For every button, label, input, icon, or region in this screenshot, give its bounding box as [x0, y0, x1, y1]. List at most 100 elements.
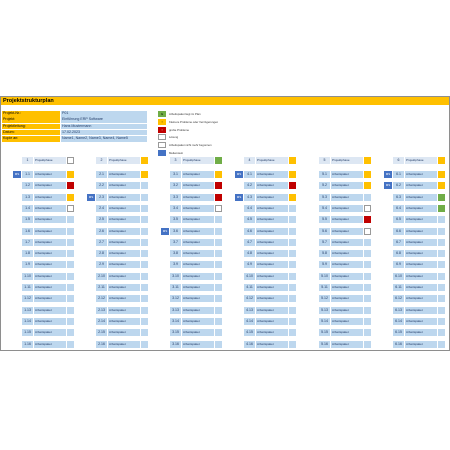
status-badge[interactable]	[364, 227, 371, 235]
wbs-label[interactable]: Arbeitspaket	[331, 171, 363, 178]
wbs-label[interactable]: Arbeitspaket	[331, 238, 363, 246]
wbs-label[interactable]: Arbeitspaket	[405, 306, 437, 314]
wbs-label[interactable]: Arbeitspaket	[256, 238, 288, 246]
wbs-label[interactable]: Arbeitspaket	[405, 329, 437, 337]
status-badge[interactable]	[141, 261, 148, 269]
wbs-id[interactable]: 2	[96, 157, 107, 164]
wbs-label[interactable]: Arbeitspaket	[34, 329, 66, 337]
wbs-label[interactable]: Arbeitspaket	[331, 272, 363, 280]
status-badge[interactable]	[67, 250, 74, 258]
status-badge[interactable]	[438, 171, 445, 178]
wbs-label[interactable]: Arbeitspaket	[405, 216, 437, 224]
wbs-label[interactable]: Arbeitspaket	[331, 317, 363, 325]
wbs-label[interactable]: Arbeitspaket	[34, 284, 66, 291]
status-badge[interactable]	[289, 329, 296, 337]
wbs-id[interactable]: 4.16	[244, 340, 255, 348]
status-badge[interactable]	[141, 157, 148, 164]
status-badge[interactable]	[364, 272, 371, 280]
wbs-label[interactable]: Arbeitspaket	[34, 227, 66, 235]
wbs-id[interactable]: 2.11	[96, 284, 107, 291]
wbs-id[interactable]: 3.2	[170, 182, 181, 190]
wbs-id[interactable]: 1.16	[22, 340, 33, 348]
wbs-label[interactable]: Arbeitspaket	[34, 182, 66, 190]
status-badge[interactable]	[215, 182, 222, 190]
wbs-label[interactable]: Arbeitspaket	[182, 329, 214, 337]
wbs-label[interactable]: Arbeitspaket	[256, 193, 288, 201]
status-badge[interactable]	[215, 204, 222, 212]
wbs-label[interactable]: Arbeitspaket	[108, 171, 140, 178]
wbs-label[interactable]: Projektphase	[331, 157, 363, 164]
status-badge[interactable]	[289, 272, 296, 280]
wbs-label[interactable]: Arbeitspaket	[331, 306, 363, 314]
wbs-label[interactable]: Arbeitspaket	[256, 284, 288, 291]
status-badge[interactable]	[438, 238, 445, 246]
status-badge[interactable]	[438, 340, 445, 348]
status-badge[interactable]	[289, 227, 296, 235]
wbs-id[interactable]: 4.10	[244, 272, 255, 280]
wbs-label[interactable]: Arbeitspaket	[108, 329, 140, 337]
wbs-id[interactable]: 3.4	[170, 204, 181, 212]
status-badge[interactable]	[215, 340, 222, 348]
wbs-label[interactable]: Projektphase	[108, 157, 140, 164]
status-badge[interactable]	[67, 272, 74, 280]
wbs-label[interactable]: Arbeitspaket	[256, 295, 288, 303]
wbs-label[interactable]: Arbeitspaket	[405, 284, 437, 291]
wbs-label[interactable]: Arbeitspaket	[108, 295, 140, 303]
wbs-id[interactable]: 5.4	[319, 204, 330, 212]
wbs-id[interactable]: 3.14	[170, 317, 181, 325]
status-badge[interactable]	[289, 317, 296, 325]
wbs-id[interactable]: 3.1	[170, 171, 181, 178]
status-badge[interactable]	[67, 329, 74, 337]
status-badge[interactable]	[438, 272, 445, 280]
wbs-label[interactable]: Arbeitspaket	[405, 261, 437, 269]
wbs-label[interactable]: Arbeitspaket	[331, 227, 363, 235]
wbs-id[interactable]: 5.9	[319, 261, 330, 269]
wbs-label[interactable]: Arbeitspaket	[34, 216, 66, 224]
wbs-label[interactable]: Arbeitspaket	[182, 238, 214, 246]
wbs-id[interactable]: 4.13	[244, 306, 255, 314]
wbs-id[interactable]: 6.5	[393, 216, 404, 224]
wbs-label[interactable]: Arbeitspaket	[182, 295, 214, 303]
wbs-id[interactable]: 3.7	[170, 238, 181, 246]
wbs-label[interactable]: Arbeitspaket	[108, 284, 140, 291]
status-badge[interactable]	[141, 329, 148, 337]
wbs-label[interactable]: Arbeitspaket	[331, 340, 363, 348]
wbs-id[interactable]: 1.15	[22, 329, 33, 337]
wbs-id[interactable]: 6.16	[393, 340, 404, 348]
wbs-id[interactable]: 4.7	[244, 238, 255, 246]
status-badge[interactable]	[67, 182, 74, 190]
wbs-id[interactable]: 6	[393, 157, 404, 164]
wbs-label[interactable]: Arbeitspaket	[331, 329, 363, 337]
status-badge[interactable]	[438, 261, 445, 269]
status-badge[interactable]	[438, 157, 445, 164]
wbs-id[interactable]: 4.1	[244, 171, 255, 178]
wbs-label[interactable]: Arbeitspaket	[34, 340, 66, 348]
status-badge[interactable]	[364, 284, 371, 291]
wbs-id[interactable]: 6.13	[393, 306, 404, 314]
wbs-label[interactable]: Arbeitspaket	[256, 340, 288, 348]
wbs-label[interactable]: Arbeitspaket	[182, 317, 214, 325]
wbs-label[interactable]: Arbeitspaket	[256, 317, 288, 325]
wbs-label[interactable]: Arbeitspaket	[331, 204, 363, 212]
wbs-label[interactable]: Arbeitspaket	[182, 306, 214, 314]
wbs-id[interactable]: 3	[170, 157, 181, 164]
wbs-label[interactable]: Arbeitspaket	[256, 272, 288, 280]
status-badge[interactable]	[215, 306, 222, 314]
status-badge[interactable]	[141, 227, 148, 235]
wbs-id[interactable]: 1.12	[22, 295, 33, 303]
status-badge[interactable]	[67, 171, 74, 178]
status-badge[interactable]	[438, 227, 445, 235]
wbs-id[interactable]: 2.4	[96, 204, 107, 212]
wbs-label[interactable]: Arbeitspaket	[182, 227, 214, 235]
wbs-id[interactable]: 6.9	[393, 261, 404, 269]
wbs-id[interactable]: 5.5	[319, 216, 330, 224]
status-badge[interactable]	[364, 182, 371, 190]
status-badge[interactable]	[364, 238, 371, 246]
status-badge[interactable]	[438, 295, 445, 303]
wbs-label[interactable]: Arbeitspaket	[182, 182, 214, 190]
wbs-id[interactable]: 3.16	[170, 340, 181, 348]
status-badge[interactable]	[289, 182, 296, 190]
wbs-label[interactable]: Arbeitspaket	[34, 317, 66, 325]
status-badge[interactable]	[215, 227, 222, 235]
wbs-id[interactable]: 2.1	[96, 171, 107, 178]
